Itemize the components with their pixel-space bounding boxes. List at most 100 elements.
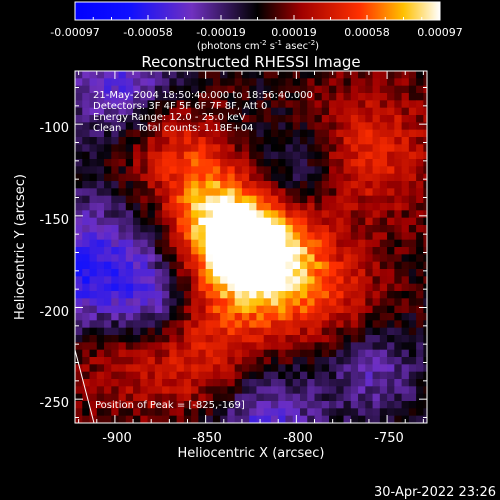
heatmap-cell <box>176 100 185 109</box>
heatmap-cell <box>278 115 286 123</box>
heatmap-cell <box>220 261 228 270</box>
heatmap-cell <box>220 78 228 87</box>
heatmap-cell <box>133 144 141 153</box>
heatmap-cell <box>336 393 344 402</box>
heatmap-cell <box>321 379 330 387</box>
heatmap-cell <box>423 401 427 409</box>
heatmap-cell <box>285 71 294 79</box>
heatmap-cell <box>220 217 228 226</box>
heatmap-cell <box>350 261 359 270</box>
heatmap-cell <box>256 371 265 380</box>
heatmap-cell <box>336 291 344 299</box>
heatmap-cell <box>227 371 236 380</box>
heatmap-cell <box>191 408 199 417</box>
heatmap-cell <box>350 107 359 116</box>
heatmap-cell <box>241 159 250 167</box>
heatmap-cell <box>270 210 279 219</box>
heatmap-cell <box>162 298 170 307</box>
heatmap-cell <box>104 71 112 79</box>
heatmap-cell <box>111 188 119 197</box>
heatmap-cell <box>256 305 265 314</box>
heatmap-cell <box>358 129 366 138</box>
heatmap-cell <box>191 327 199 336</box>
heatmap-cell <box>292 305 301 314</box>
heatmap-cell <box>321 393 330 402</box>
heatmap-cell <box>343 276 352 285</box>
heatmap-cell <box>256 247 265 255</box>
heatmap-cell <box>387 408 395 417</box>
heatmap-cell <box>205 151 214 160</box>
heatmap-cell <box>285 203 294 211</box>
heatmap-cell <box>292 357 301 365</box>
heatmap-cell <box>299 371 308 380</box>
heatmap-cell <box>343 115 352 123</box>
heatmap-cell <box>140 85 148 94</box>
heatmap-cell <box>227 269 236 277</box>
heatmap-cell <box>270 342 279 351</box>
heatmap-cell <box>365 188 373 197</box>
heatmap-cell <box>198 298 207 307</box>
heatmap-cell <box>96 261 105 270</box>
heatmap-cell <box>162 386 170 395</box>
heatmap-cell <box>329 298 337 307</box>
heatmap-cell <box>133 305 141 314</box>
heatmap-cell <box>365 291 373 299</box>
heatmap-cell <box>336 261 344 270</box>
heatmap-cell <box>212 203 221 211</box>
heatmap-cell <box>133 415 141 423</box>
heatmap-cell <box>292 188 301 197</box>
heatmap-cell <box>321 210 330 219</box>
heatmap-cell <box>241 115 250 123</box>
heatmap-cell <box>125 371 134 380</box>
heatmap-cell <box>408 342 417 351</box>
heatmap-cell <box>285 291 294 299</box>
heatmap-cell <box>227 195 236 204</box>
heatmap-cell <box>343 335 352 343</box>
heatmap-cell <box>249 357 257 365</box>
heatmap-cell <box>278 122 286 131</box>
heatmap-cell <box>125 401 134 409</box>
heatmap-cell <box>169 93 178 101</box>
heatmap-cell <box>198 217 207 226</box>
heatmap-cell <box>401 342 410 351</box>
heatmap-cell <box>183 342 192 351</box>
heatmap-cell <box>241 151 250 160</box>
heatmap-cell <box>350 181 359 189</box>
heatmap-cell <box>154 122 163 131</box>
heatmap-cell <box>256 364 265 373</box>
heatmap-cell <box>263 320 272 329</box>
heatmap-cell <box>256 239 265 248</box>
heatmap-cell <box>292 283 301 292</box>
heatmap-cell <box>343 93 352 101</box>
heatmap-cell <box>125 335 134 343</box>
heatmap-cell <box>104 415 112 423</box>
heatmap-cell <box>183 379 192 387</box>
heatmap-cell <box>169 122 178 131</box>
heatmap-cell <box>307 342 315 351</box>
heatmap-cell <box>169 415 178 423</box>
heatmap-cell <box>314 100 323 109</box>
heatmap-cell <box>249 166 257 175</box>
heatmap-cell <box>401 379 410 387</box>
heatmap-cell <box>118 210 127 219</box>
heatmap-cell <box>263 188 272 197</box>
heatmap-cell <box>111 269 119 277</box>
heatmap-cell <box>125 107 134 116</box>
heatmap-cell <box>75 298 83 307</box>
heatmap-cell <box>379 159 388 167</box>
heatmap-cell <box>336 122 344 131</box>
heatmap-cell <box>140 320 148 329</box>
heatmap-cell <box>423 203 427 211</box>
heatmap-cell <box>118 188 127 197</box>
heatmap-cell <box>292 379 301 387</box>
heatmap-cell <box>234 357 243 365</box>
heatmap-cell <box>285 247 294 255</box>
heatmap-cell <box>358 335 366 343</box>
heatmap-cell <box>176 305 185 314</box>
heatmap-cell <box>299 232 308 241</box>
heatmap-cell <box>416 371 424 380</box>
heatmap-cell <box>176 129 185 138</box>
heatmap-cell <box>321 364 330 373</box>
heatmap-cell <box>140 159 148 167</box>
heatmap-cell <box>227 283 236 292</box>
